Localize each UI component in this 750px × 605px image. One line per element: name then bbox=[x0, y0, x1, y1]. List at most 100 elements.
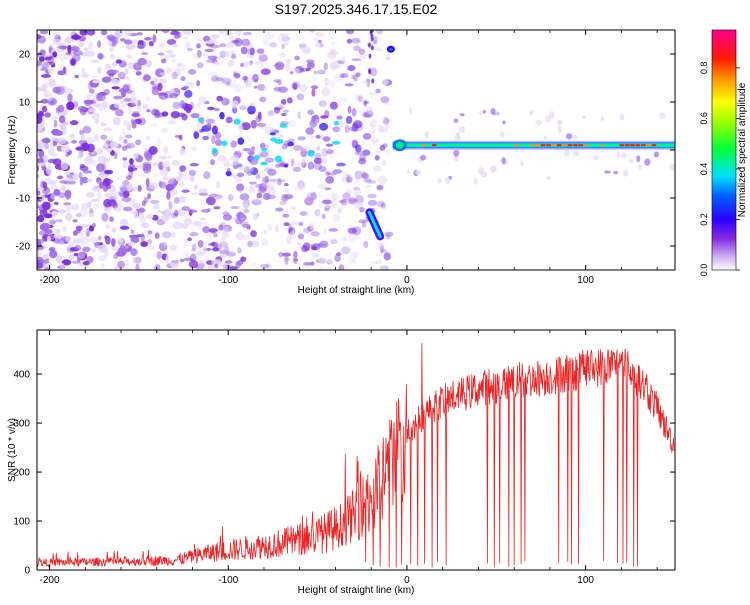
spectrogram-speckle bbox=[328, 79, 336, 88]
spectrogram-speckle bbox=[90, 159, 97, 167]
spectrogram-speckle bbox=[260, 238, 269, 246]
spectrogram-hotspot bbox=[307, 150, 315, 157]
spectrogram-speckle bbox=[94, 133, 99, 142]
spectrogram-speckle bbox=[240, 62, 244, 67]
spectrogram-speckle bbox=[234, 175, 242, 183]
spectrogram-speckle bbox=[119, 186, 128, 193]
spectrogram-speckle bbox=[257, 122, 267, 130]
spectrogram-speckle bbox=[46, 180, 57, 185]
spectrogram-streak bbox=[368, 68, 372, 74]
spectrogram-speckle bbox=[276, 178, 282, 186]
spectrogram-speckle bbox=[344, 83, 354, 87]
spectrogram-side-speckle bbox=[420, 154, 427, 161]
spectrogram-side-speckle bbox=[502, 120, 506, 125]
spectrogram-speckle bbox=[67, 44, 72, 50]
spectrogram-speckle bbox=[124, 39, 133, 45]
spectrogram-speckle bbox=[37, 115, 43, 124]
spectrogram-speckle bbox=[165, 254, 170, 264]
spectrogram-speckle bbox=[294, 55, 301, 61]
spectrogram-speckle bbox=[284, 257, 291, 262]
spectrogram-speckle bbox=[86, 201, 92, 208]
spectrogram-speckle bbox=[109, 141, 119, 149]
colorbar-axes: 0.0 0.2 0.4 0.6 0.8 bbox=[699, 62, 740, 276]
spectrogram-speckle bbox=[125, 175, 132, 181]
spectrogram-speckle bbox=[224, 122, 230, 128]
spectrogram-speckle bbox=[140, 51, 149, 56]
spectrogram-speckle bbox=[83, 229, 89, 233]
spectrogram-speckle bbox=[355, 149, 363, 156]
spectrogram-speckle bbox=[152, 162, 158, 167]
spectrogram-speckle bbox=[374, 154, 380, 161]
spectrogram-speckle bbox=[349, 65, 353, 72]
spectrogram-speckle bbox=[189, 163, 200, 167]
spectrogram-speckle bbox=[91, 112, 100, 121]
spectrogram-speckle bbox=[359, 206, 365, 213]
spectrogram-speckle bbox=[250, 101, 256, 107]
spectrogram-speckle bbox=[177, 170, 184, 179]
spectrogram-speckle bbox=[184, 90, 193, 98]
spectrogram-speckle bbox=[77, 105, 87, 113]
spectrogram-xtick-label: 100 bbox=[577, 275, 594, 286]
spectrogram-speckle bbox=[113, 95, 124, 100]
spectrogram-streak bbox=[368, 53, 372, 59]
spectrogram-speckle bbox=[49, 249, 58, 259]
spectrogram-speckle bbox=[202, 221, 209, 225]
spectrogram-speckle bbox=[384, 147, 392, 157]
spectrogram-speckle bbox=[319, 122, 329, 131]
spectrogram-speckle bbox=[190, 113, 200, 119]
spectrogram-speckle bbox=[212, 55, 222, 60]
spectrogram-speckle bbox=[280, 98, 287, 105]
spectrogram-speckle bbox=[130, 235, 140, 244]
colorbar bbox=[712, 30, 736, 270]
spectrogram-speckle bbox=[101, 100, 109, 110]
spectrogram-speckle bbox=[354, 170, 363, 180]
spectrogram-speckle bbox=[79, 30, 88, 36]
spectrogram-speckle bbox=[86, 93, 92, 100]
spectrogram-speckle bbox=[41, 166, 47, 171]
spectrogram-speckle bbox=[137, 44, 144, 49]
spectrogram-speckle bbox=[250, 119, 257, 129]
spectrogram-speckle bbox=[283, 222, 290, 227]
spectrogram-speckle bbox=[148, 145, 158, 155]
spectrogram-speckle bbox=[55, 254, 63, 264]
spectrogram-speckle bbox=[66, 101, 75, 111]
spectrogram-speckle bbox=[127, 104, 132, 114]
spectrogram-speckle bbox=[315, 32, 325, 37]
spectrogram-side-speckle bbox=[444, 177, 451, 185]
spectrogram-side-speckle bbox=[669, 163, 675, 171]
spectrogram-speckle bbox=[230, 53, 237, 59]
spectrogram-speckle bbox=[52, 158, 62, 166]
spectrogram-speckle bbox=[368, 35, 379, 42]
spectrogram-speckle bbox=[239, 193, 250, 201]
spectrogram-speckle bbox=[67, 93, 73, 102]
spectrogram-speckle bbox=[285, 188, 289, 193]
spectrogram-speckle bbox=[353, 45, 361, 52]
spectrogram-speckle bbox=[329, 101, 338, 110]
spectrogram-speckle bbox=[105, 139, 111, 145]
spectrogram-speckle bbox=[381, 79, 389, 86]
spectrogram-speckle bbox=[300, 148, 308, 158]
spectrogram-speckle bbox=[172, 221, 183, 230]
spectrogram-speckle bbox=[71, 34, 81, 40]
spectrogram-speckle bbox=[298, 221, 304, 226]
spectrogram-speckle bbox=[278, 251, 284, 258]
spectrogram-speckle bbox=[124, 134, 133, 139]
spectrogram-speckle bbox=[352, 120, 363, 129]
snr-xtick-label: -100 bbox=[218, 575, 238, 586]
spectrogram-speckle bbox=[255, 173, 261, 180]
spectrogram-speckle bbox=[379, 144, 386, 151]
spectrogram-speckle bbox=[321, 213, 326, 220]
spectrogram-ytick-label: 0 bbox=[24, 146, 30, 157]
spectrogram-speckle bbox=[147, 193, 152, 200]
spectrogram-speckle bbox=[316, 145, 321, 152]
spectrogram-speckle bbox=[149, 122, 160, 127]
spectrogram-speckle bbox=[125, 144, 131, 149]
spectrogram-speckle bbox=[42, 107, 48, 112]
spectrogram-speckle bbox=[37, 214, 45, 223]
spectrogram-speckle bbox=[142, 165, 152, 174]
spectrogram-speckle bbox=[196, 102, 202, 107]
spectrogram-speckle bbox=[141, 200, 146, 207]
spectrogram-speckle bbox=[312, 75, 318, 80]
spectrogram-speckle bbox=[77, 155, 82, 159]
spectrogram-speckle bbox=[179, 147, 186, 156]
